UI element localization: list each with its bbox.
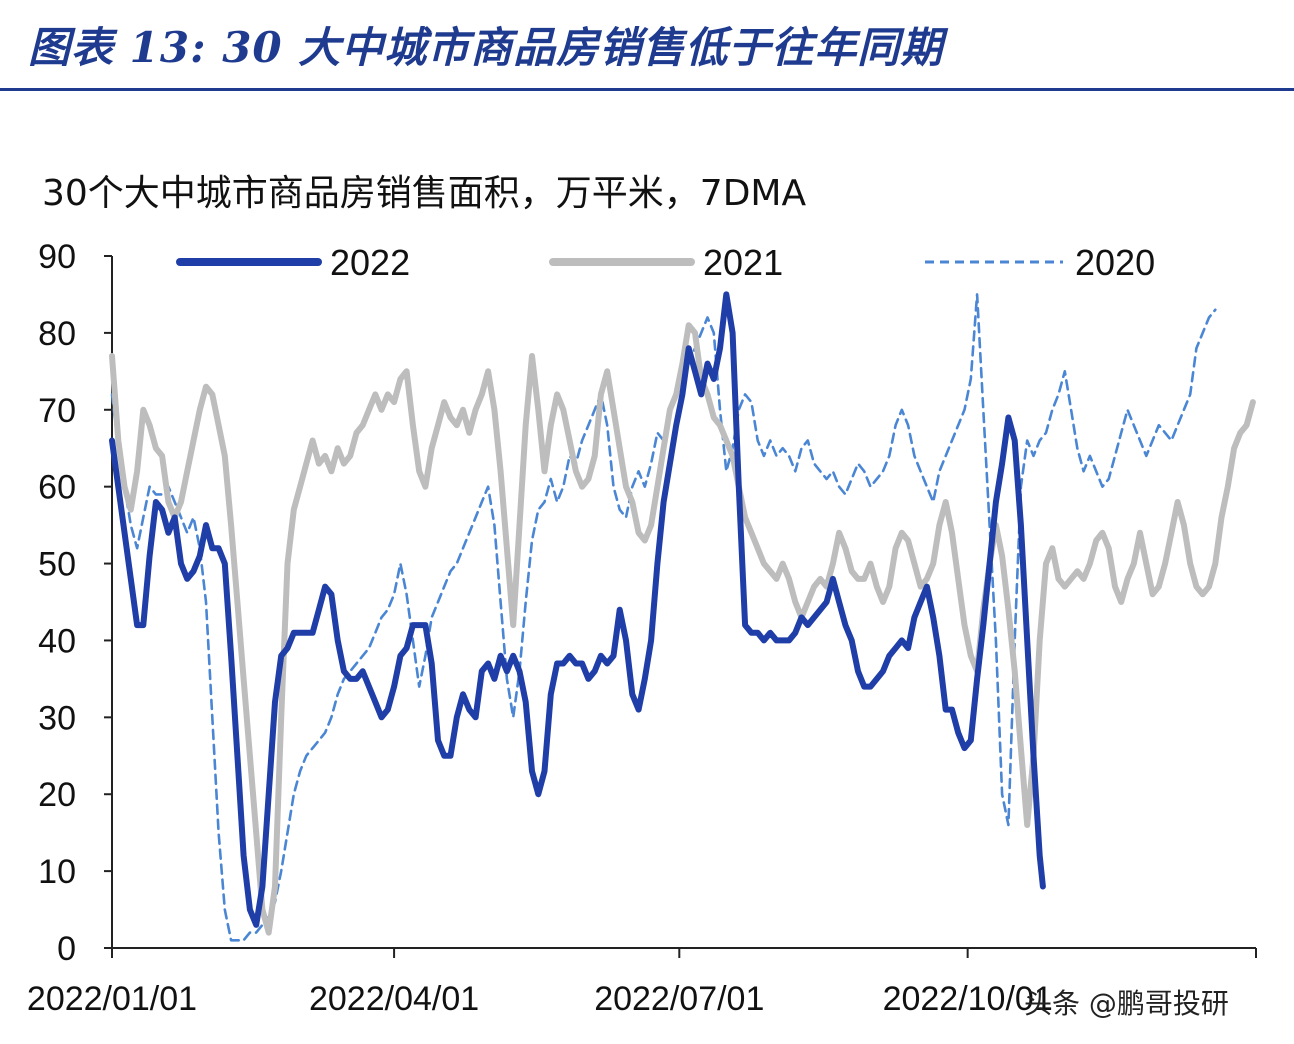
- y-tick-label: 80: [38, 315, 76, 353]
- series-line-2022: [109, 291, 1046, 928]
- y-tick-label: 60: [38, 469, 76, 507]
- figure-title: 图表 13: 30 大中城市商品房销售低于往年同期: [28, 23, 944, 72]
- series-layer: [109, 291, 1256, 942]
- legend-label-2020: 2020: [1075, 242, 1155, 283]
- y-tick-label: 40: [38, 622, 76, 660]
- x-tick-label: 2022/07/01: [594, 980, 764, 1018]
- chart-legend: 2022 2021 2020: [176, 242, 1155, 283]
- y-tick-label: 10: [38, 853, 76, 891]
- x-tick-label: 2022/10/01: [883, 980, 1053, 1018]
- y-tick-label: 20: [38, 776, 76, 814]
- y-tick-label: 30: [38, 699, 76, 737]
- legend-label-2021: 2021: [703, 242, 783, 283]
- x-tick-label: 2022/04/01: [309, 980, 479, 1018]
- chart-subtitle: 30个大中城市商品房销售面积，万平米，7DMA: [42, 173, 807, 214]
- x-tick-label: 2022/01/01: [27, 980, 197, 1018]
- series-line-2021: [109, 322, 1256, 936]
- y-tick-label: 70: [38, 392, 76, 430]
- y-tick-label: 90: [38, 238, 76, 276]
- y-tick-label: 0: [57, 930, 76, 968]
- title-divider: [0, 88, 1294, 91]
- legend-label-2022: 2022: [330, 242, 410, 283]
- chart-axes: 0 10 20 30 40 50 60 70 80 90 2022/01/01 2022/04/01 2…: [27, 238, 1257, 1018]
- watermark: 头条 @鹏哥投研: [1024, 987, 1229, 1020]
- y-tick-label: 50: [38, 546, 76, 584]
